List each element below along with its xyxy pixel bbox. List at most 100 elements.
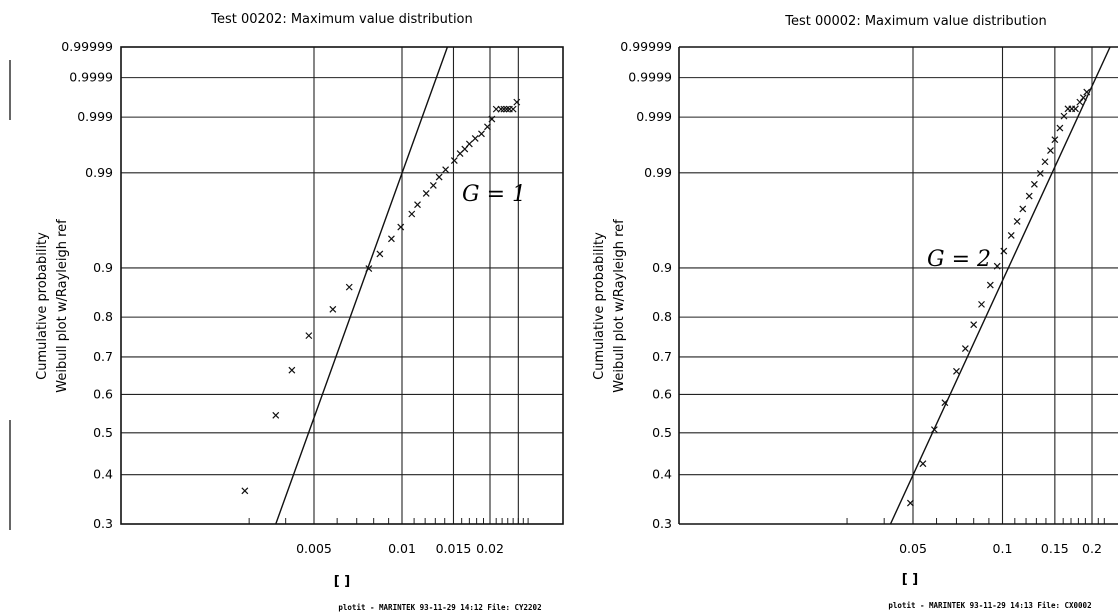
- data-point-x-marker: [1030, 180, 1038, 188]
- data-point-x-marker: [365, 265, 373, 272]
- data-point-x-marker: [429, 182, 437, 189]
- data-point-x-marker: [961, 345, 969, 352]
- plot-footer: plotit - MARINTEK 93-11-29 14:13 File: C…: [888, 601, 1091, 610]
- data-markers: [241, 98, 521, 495]
- data-point-x-marker: [986, 281, 994, 289]
- data-point-x-marker: [465, 140, 473, 148]
- y-tick-label: 0.8: [93, 309, 113, 324]
- grid-lines: [121, 46, 563, 525]
- data-point-x-marker: [442, 166, 450, 174]
- data-point-x-marker: [497, 105, 505, 113]
- y-tick-label: 0.4: [652, 467, 672, 482]
- data-point-x-marker: [387, 235, 395, 243]
- y-tick-label: 0.7: [93, 349, 113, 364]
- x-tick-label: 0.1: [993, 541, 1013, 556]
- y-axis-label-line1: Cumulative probability: [592, 232, 607, 380]
- fit-line: [275, 47, 449, 524]
- data-point-x-marker: [500, 105, 508, 113]
- fit-line-segment: [889, 47, 1111, 524]
- data-point-x-marker: [1019, 205, 1027, 213]
- y-tick-label: 0.999: [636, 109, 672, 124]
- y-tick-label: 0.5: [652, 425, 672, 440]
- data-point-x-marker: [513, 98, 521, 106]
- data-point-x-marker: [919, 460, 927, 468]
- y-tick-label: 0.9999: [69, 70, 113, 85]
- data-point-x-marker: [1007, 231, 1015, 239]
- data-point-x-marker: [414, 201, 421, 209]
- data-point-x-marker: [471, 135, 479, 142]
- data-point-x-marker: [288, 366, 296, 374]
- y-tick-label: 0.9999: [628, 70, 672, 85]
- data-point-x-marker: [978, 300, 985, 308]
- y-tick-label: 0.3: [652, 516, 672, 531]
- data-point-x-marker: [970, 321, 978, 329]
- data-point-x-marker: [1076, 98, 1084, 106]
- chart-title: Test 00002: Maximum value distribution: [784, 14, 1047, 29]
- minor-ticks: [846, 518, 1105, 524]
- data-point-x-marker: [930, 426, 938, 434]
- y-tick-label: 0.4: [93, 467, 113, 482]
- y-tick-labels: 0.3 0.4 0.5 0.6 0.7 0.8 0.9 0.99 0.999 0.9999 0.99…: [620, 39, 672, 531]
- x-tick-label: 0.02: [476, 541, 504, 556]
- plot-frame: [120, 46, 564, 525]
- y-tick-label: 0.5: [93, 425, 113, 440]
- data-point-x-marker: [435, 173, 443, 181]
- data-point-x-marker: [1013, 218, 1021, 225]
- x-tick-label: 0.005: [296, 541, 332, 556]
- x-axis-unit-label: [ ]: [902, 572, 918, 587]
- data-point-x-marker: [488, 115, 496, 123]
- data-point-x-marker: [272, 411, 280, 419]
- y-tick-label: 0.9: [93, 260, 113, 275]
- data-point-x-marker: [241, 487, 249, 495]
- chart-right: Test 00002: Maximum value distribution C…: [592, 14, 1118, 610]
- annotation-g-value: G = 2: [927, 247, 991, 272]
- data-point-x-marker: [376, 250, 384, 258]
- data-point-x-marker: [422, 189, 430, 197]
- x-tick-labels: 0.005 0.01 0.015 0.02: [296, 541, 504, 556]
- fit-line: [889, 47, 1111, 524]
- data-point-x-marker: [450, 157, 458, 164]
- chart-title: Test 00202: Maximum value distribution: [210, 12, 473, 27]
- y-tick-label: 0.999: [77, 109, 113, 124]
- x-tick-label: 0.2: [1082, 541, 1102, 556]
- x-axis-unit-label: [ ]: [334, 574, 350, 589]
- data-point-x-marker: [329, 305, 337, 313]
- data-point-x-marker: [1051, 136, 1059, 144]
- data-point-x-marker: [1072, 105, 1079, 113]
- x-tick-label: 0.05: [899, 541, 927, 556]
- chart-left: Test 00202: Maximum value distribution C…: [35, 12, 564, 612]
- data-point-x-marker: [503, 105, 511, 113]
- x-tick-labels: 0.05 0.1 0.15 0.2: [899, 541, 1102, 556]
- y-tick-label: 0.9: [652, 260, 672, 275]
- y-tick-labels: 0.3 0.4 0.5 0.6 0.7 0.8 0.9 0.99 0.999 0.9999 0.99…: [61, 39, 113, 531]
- data-point-x-marker: [1036, 169, 1044, 177]
- data-point-x-marker: [408, 210, 416, 218]
- data-markers: [906, 88, 1091, 507]
- y-axis-label-line2: Weibull plot w/Rayleigh ref: [55, 219, 70, 393]
- data-point-x-marker: [484, 123, 491, 131]
- fit-line-segment: [275, 47, 449, 524]
- y-tick-label: 0.99: [85, 165, 113, 180]
- data-point-x-marker: [1056, 124, 1064, 132]
- data-point-x-marker: [509, 105, 517, 113]
- data-point-x-marker: [953, 367, 960, 375]
- y-axis-label-line1: Cumulative probability: [35, 232, 50, 380]
- data-point-x-marker: [941, 399, 949, 407]
- x-tick-label: 0.15: [1041, 541, 1069, 556]
- data-point-x-marker: [1041, 158, 1049, 166]
- data-point-x-marker: [1000, 247, 1008, 255]
- grid-lines: [679, 46, 1118, 525]
- data-point-x-marker: [1025, 192, 1033, 200]
- data-point-x-marker: [345, 283, 353, 291]
- y-tick-label: 0.6: [93, 386, 113, 401]
- data-point-x-marker: [993, 262, 1001, 270]
- x-tick-label: 0.015: [436, 541, 472, 556]
- annotation-g-value: G = 1: [462, 182, 526, 207]
- x-tick-label: 0.01: [388, 541, 416, 556]
- y-tick-label: 0.6: [652, 386, 672, 401]
- y-tick-label: 0.99999: [61, 39, 113, 54]
- y-tick-label: 0.99: [644, 165, 672, 180]
- y-tick-label: 0.99999: [620, 39, 672, 54]
- minor-ticks: [248, 518, 529, 524]
